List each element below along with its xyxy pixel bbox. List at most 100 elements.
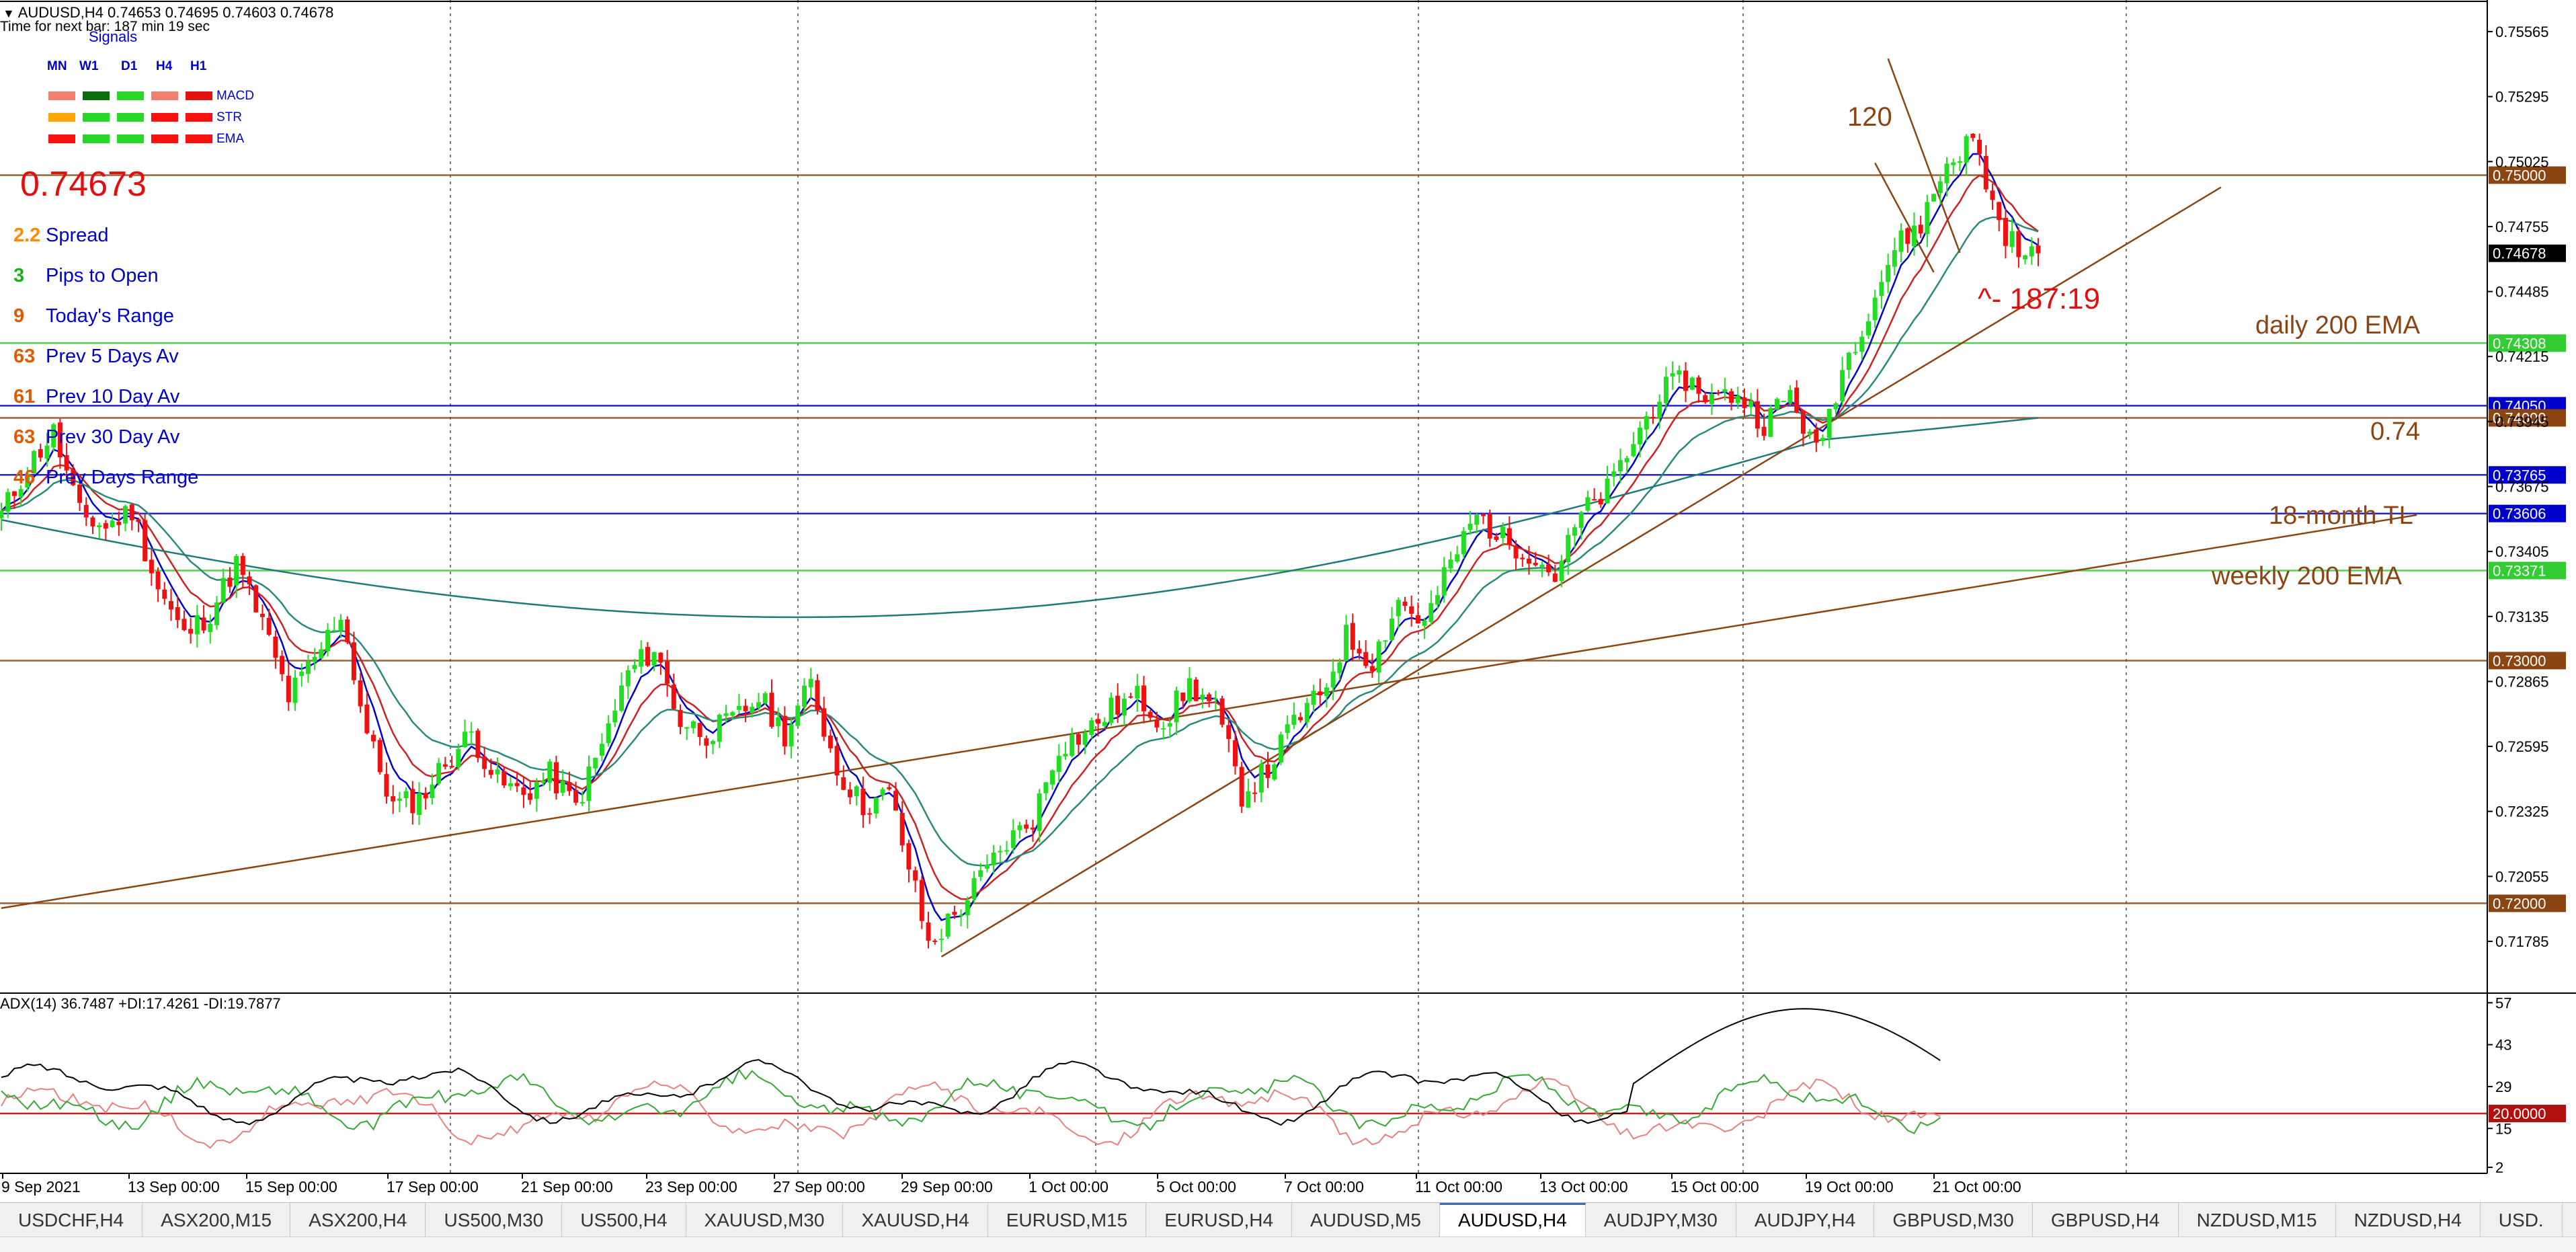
candle-body [1925,202,1930,235]
candle-body [1859,336,1865,352]
candle-body [71,469,76,485]
next-bar-timer: Time for next bar: 187 min 19 sec [0,19,210,34]
candle-body [123,506,128,524]
candle-body [312,656,317,662]
candle [514,771,520,793]
candle-body [220,578,226,602]
level-price-tag: 0.75000 [2489,166,2566,184]
time-tick-label: 5 Oct 00:00 [1156,1178,1236,1196]
time-tick-label: 23 Sep 00:00 [645,1178,737,1196]
chart-tab[interactable]: NZDUSD,H4 [2336,1203,2481,1237]
candle-body [782,715,787,747]
time-tick-label: 21 Sep 00:00 [521,1178,613,1196]
candle [247,571,252,595]
chart-tab[interactable]: ASX200,M15 [143,1203,291,1237]
candle [358,672,363,713]
candle-body [1892,250,1897,267]
chart-tab[interactable]: XAUUSD,M30 [686,1203,844,1237]
candle [57,418,63,469]
candle-body [90,517,95,526]
candle [1768,405,1773,438]
trend-line [1887,58,1961,253]
candle [1931,193,1937,202]
chart-tab[interactable]: AUDJPY,H4 [1736,1203,1875,1237]
adx-tick-label: 29 [2495,1079,2511,1095]
level-tag-bg [2489,561,2566,580]
chart-tab[interactable]: AUDUSD,H4 [1439,1203,1586,1239]
candle [606,715,611,747]
candle [280,650,285,682]
price-tick-label: 0.75025 [2495,153,2549,170]
chart-tab[interactable]: USDCHF,H4 [0,1203,143,1237]
candle [821,697,827,742]
chart-tab[interactable]: USD. [2481,1203,2563,1237]
stat-value: 2.2 [13,225,41,246]
candle [1905,227,1910,253]
candle [149,549,154,586]
candle-body [867,813,873,815]
candle [1566,528,1571,576]
candle-body [1148,711,1153,718]
candle-body [821,708,827,737]
chart-tab[interactable]: XAUUSD,H4 [843,1203,988,1237]
candle [1096,713,1101,737]
chart-tab[interactable]: US500,H4 [562,1203,686,1237]
candle [1892,237,1897,276]
signal-timeframe-label: H1 [190,59,207,73]
candle [978,863,983,882]
candle [442,756,448,770]
chart-tab[interactable]: US500,M30 [426,1203,563,1237]
candle-body [1318,691,1323,696]
candle-body [1010,830,1016,849]
candle-body [965,900,970,916]
candle-body [926,922,931,941]
adx-header: ADX(14) 36.7487 +DI:17.4261 -DI:19.7877 [0,995,281,1012]
candle-body [514,783,520,787]
candle-body [1572,527,1577,536]
candle [338,614,344,638]
candle-body [1056,756,1061,772]
annotation-timer: ^- 187:19 [1978,282,2101,315]
candle-body [750,707,755,713]
signal-row-label: EMA [216,132,245,146]
candle [331,617,337,632]
candle-body [1820,438,1826,441]
candle-body [305,661,311,674]
chart-tab[interactable]: ASX200,H4 [290,1203,426,1237]
candle [32,450,37,474]
candle [1872,289,1878,328]
level-tag-text: 0.73606 [2493,506,2546,522]
level-price-tag: 0.74000 [2489,409,2566,427]
level-price-tag: 0.74308 [2489,334,2566,352]
candle [1024,819,1029,833]
candle-body [919,879,924,921]
candle [619,672,625,713]
candle [1115,683,1121,723]
candle [1605,465,1610,504]
candle [194,604,200,648]
chart-tab[interactable]: AUDJPY,M30 [1586,1203,1736,1237]
candle-body [1775,399,1780,409]
candle [1056,744,1061,783]
candle [1219,695,1225,728]
chart-tab[interactable]: NZDUSD,M15 [2179,1203,2336,1237]
candle-body [449,766,454,768]
candle-body [1337,662,1342,674]
price-chart[interactable]: 0.750000.746780.743080.740500.740000.737… [0,0,2576,1202]
candle-body [25,473,30,488]
candle-body [815,680,820,711]
candle [1010,819,1016,854]
chart-tab[interactable]: GBPUSD,H4 [2033,1203,2179,1237]
chart-tab[interactable]: GBPUSD,M30 [1874,1203,2033,1237]
chart-tab[interactable]: AUDUSD,M5 [1292,1203,1440,1237]
chart-tab[interactable]: EURUSD,M15 [988,1203,1147,1237]
candle-body [1533,563,1538,565]
candle [495,757,500,783]
signal-row-label: STR [216,110,242,124]
signal-cell [151,113,178,122]
price-tick-label: 0.71785 [2495,933,2549,950]
stat-label: Today's Range [46,305,174,327]
candle-body [717,715,722,742]
chart-tab[interactable]: EURUSD,H4 [1146,1203,1293,1237]
collapse-triangle-icon[interactable]: ▼ [3,7,15,20]
